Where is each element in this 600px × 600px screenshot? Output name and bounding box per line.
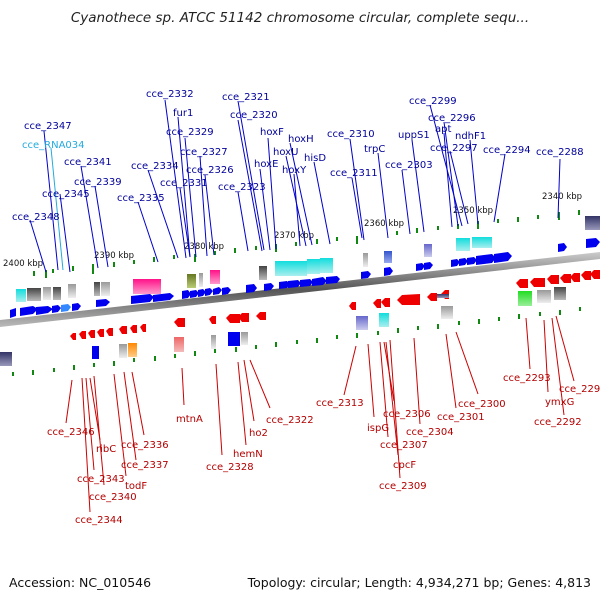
gene-label: cce_2340: [89, 492, 137, 503]
gene-label: cce_2329: [166, 127, 214, 138]
gene-label: hisD: [304, 153, 326, 164]
gene-label: cce_2306: [383, 409, 431, 420]
forward-genes: [10, 238, 600, 318]
gene-label: cce_2294: [483, 145, 531, 156]
outer-scale-ticks: [33, 210, 580, 276]
bottom-gene-labels: cce_2346 ribC cce_2343 cce_2340 cce_2344…: [47, 373, 600, 526]
gene-label: cce_2343: [77, 474, 125, 485]
top-leader-lines: [29, 99, 561, 273]
gene-label: cce_2344: [75, 515, 123, 526]
gene-label: cce_2335: [117, 193, 165, 204]
gene-label: cce_2326: [186, 165, 234, 176]
gene-label: hoxE: [254, 159, 278, 170]
gene-label: todF: [125, 481, 147, 492]
kbp-label: 2350 kbp: [453, 206, 493, 216]
accession-text: Accession: NC_010546: [9, 575, 152, 590]
gene-label: fur1: [173, 108, 193, 119]
gene-label: cce_2300: [458, 399, 506, 410]
gene-label: cce_2311: [330, 168, 378, 179]
gene-label: ribC: [96, 444, 116, 455]
gene-label: cce_2348: [12, 212, 60, 223]
gene-label: cce_2293: [503, 373, 551, 384]
kbp-scale: 2400 kbp 2390 kbp 2380 kbp 2370 kbp 2360…: [3, 192, 582, 278]
gene-label: ho2: [249, 428, 268, 439]
top-gene-labels: cce_2347 cce_RNA034 cce_2341 cce_2345 cc…: [12, 89, 584, 223]
gene-label: cce_2323: [218, 182, 266, 193]
map-title: Cyanothece sp. ATCC 51142 chromosome cir…: [70, 10, 530, 26]
gene-label: ndhF1: [455, 131, 486, 142]
gene-label: mtnA: [176, 414, 203, 425]
gene-label: cce_2339: [74, 177, 122, 188]
gene-label: cce_2341: [64, 157, 112, 168]
gene-label: ispG: [367, 423, 389, 434]
reverse-genes: [70, 270, 600, 340]
gene-label: cce_2337: [121, 460, 169, 471]
gene-label: cce_2328: [206, 462, 254, 473]
gene-label: cce_2322: [266, 415, 314, 426]
gene-label: cce_2307: [380, 440, 428, 451]
gene-label: hoxF: [260, 127, 284, 138]
chromosome-backbone: [0, 252, 600, 327]
gene-label: apt: [435, 124, 451, 135]
kbp-label: 2390 kbp: [94, 251, 134, 261]
gene-label: ymxG: [545, 397, 574, 408]
gene-label: cpcF: [393, 460, 416, 471]
topology-text: Topology: circular; Length: 4,934,271 bp…: [247, 575, 591, 590]
gene-label: cce_2336: [121, 440, 169, 451]
kbp-label: 2370 kbp: [274, 231, 314, 241]
gene-label: hemN: [233, 449, 263, 460]
gene-label: cce_2288: [536, 147, 584, 158]
bottom-leader-lines: [65, 315, 575, 513]
reverse-cog-boxes: [0, 287, 566, 366]
gene-label: hoxH: [288, 134, 314, 145]
kbp-label: 2400 kbp: [3, 259, 43, 269]
gene-label: cce_2313: [316, 398, 364, 409]
gene-label: cce_2334: [131, 161, 179, 172]
forward-cog-boxes: [16, 216, 600, 302]
gene-label: cce_2304: [406, 427, 454, 438]
gene-label: cce_2321: [222, 92, 270, 103]
gene-label: cce_2320: [230, 110, 278, 121]
gene-label: cce_2345: [42, 189, 90, 200]
gene-label: hoxY: [282, 165, 307, 176]
gene-label: cce_2296: [428, 113, 476, 124]
gene-label: cce_2331: [160, 178, 208, 189]
gene-label: uppS1: [398, 130, 430, 141]
gene-label: cce_2299: [409, 96, 457, 107]
gene-label: cce_2346: [47, 427, 95, 438]
kbp-label: 2380 kbp: [184, 242, 224, 252]
gene-label: cce_2290: [559, 384, 600, 395]
inner-scale-ticks: [12, 307, 581, 376]
gene-label: cce_2332: [146, 89, 194, 100]
gene-label: cce_RNA034: [22, 140, 85, 151]
gene-label: hoxU: [273, 147, 298, 158]
gene-label: cce_2309: [379, 481, 427, 492]
kbp-label: 2340 kbp: [542, 192, 582, 202]
kbp-label: 2360 kbp: [364, 219, 404, 229]
gene-label: cce_2303: [385, 160, 433, 171]
gene-label: cce_2310: [327, 129, 375, 140]
gene-label: cce_2301: [437, 412, 485, 423]
gene-label: cce_2297: [430, 143, 478, 154]
gene-label: trpC: [364, 144, 385, 155]
gene-label: cce_2347: [24, 121, 72, 132]
gene-label: cce_2292: [534, 417, 582, 428]
gene-label: cce_2327: [180, 147, 228, 158]
